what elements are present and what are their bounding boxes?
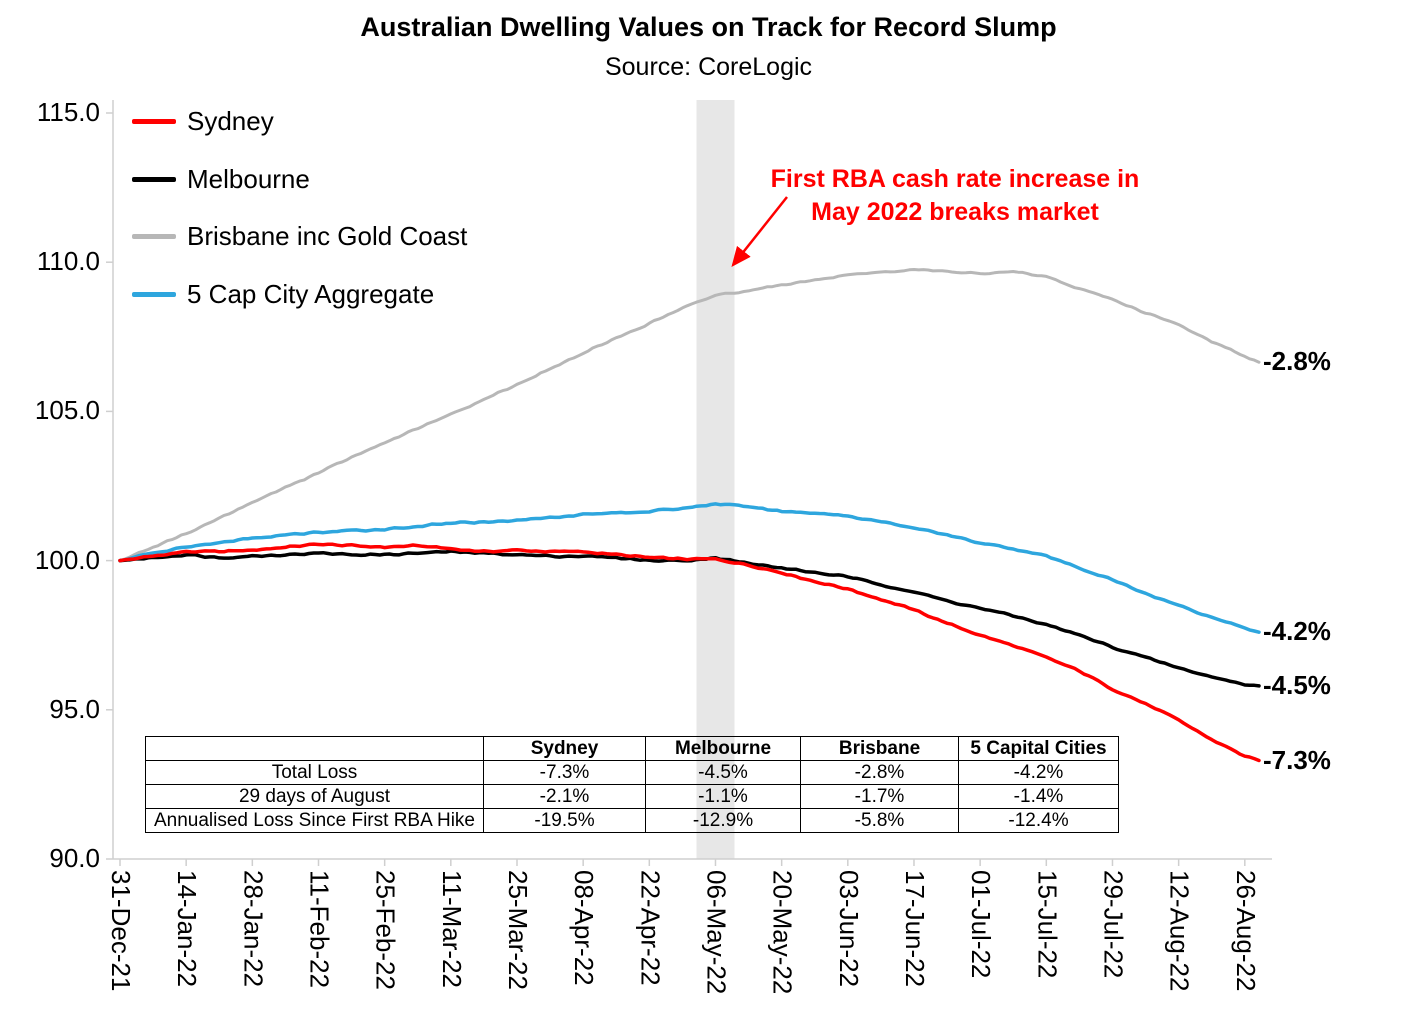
x-axis-label: 17-Jun-22 [899, 870, 930, 988]
legend-item-5-cap-city-aggregate: 5 Cap City Aggregate [132, 279, 434, 310]
x-axis-label: 25-Feb-22 [370, 870, 401, 990]
table-cell: -12.9% [645, 808, 801, 833]
series-line-brisbane-inc-gold-coast [118, 268, 1261, 563]
table-header-cell [145, 736, 484, 761]
x-axis-label: 31-Dec-21 [106, 870, 136, 992]
y-axis-label: 115.0 [36, 97, 100, 127]
annotation-text: First RBA cash rate increase in May 2022 … [752, 163, 1158, 229]
table-row-label: 29 days of August [145, 784, 484, 809]
rba-hike-band [696, 100, 735, 859]
x-axis-label: 08-Apr-22 [569, 870, 600, 986]
y-axis-label: 110.0 [36, 246, 100, 277]
end-label-sydney: -7.3% [1263, 744, 1331, 775]
series-line-5-cap-city-aggregate [118, 502, 1261, 634]
legend-label: Melbourne [187, 163, 310, 194]
table-row: 29 days of August -2.1% -1.1% -1.7% -1.4% [145, 784, 1119, 809]
chart-subtitle: Source: CoreLogic [604, 53, 813, 81]
table-cell: -4.2% [958, 760, 1119, 785]
table-cell: -2.8% [800, 760, 959, 785]
table-row: Total Loss -7.3% -4.5% -2.8% -4.2% [145, 760, 1119, 785]
table-cell: -19.5% [483, 808, 646, 833]
x-axis-label: 28-Jan-22 [238, 870, 269, 988]
x-axis-label: 15-Jul-22 [1032, 870, 1063, 979]
table-row-label: Total Loss [145, 760, 484, 785]
table-cell: -1.1% [645, 784, 801, 809]
table-row: Annualised Loss Since First RBA Hike -19.… [145, 808, 1119, 833]
series-line-sydney [118, 542, 1261, 763]
table-header-cell: Melbourne [645, 736, 801, 761]
x-axis-label: 06-May-22 [701, 870, 732, 995]
annotation-line: May 2022 breaks market [811, 198, 1099, 226]
table-cell: -5.8% [800, 808, 959, 833]
legend-swatch [132, 291, 176, 297]
x-axis-label: 12-Aug-22 [1164, 870, 1195, 992]
legend-swatch [132, 176, 176, 182]
legend-swatch [132, 119, 176, 124]
end-label-brisbane-inc-gold-coast: -2.8% [1263, 346, 1331, 377]
table-cell: -4.5% [645, 760, 801, 785]
legend-swatch [132, 234, 176, 239]
table-cell: -7.3% [483, 760, 646, 785]
table-header-cell: Brisbane [800, 736, 959, 761]
y-axis-label: 90.0 [49, 843, 100, 873]
table-cell: -1.4% [958, 784, 1119, 809]
y-axis-label: 100.0 [34, 544, 100, 575]
x-axis-label: 29-Jul-22 [1098, 870, 1129, 979]
chart-title: Australian Dwelling Values on Track for … [360, 12, 1057, 42]
legend-label: Sydney [187, 106, 274, 136]
legend-item-melbourne: Melbourne [132, 164, 310, 195]
x-axis-label: 25-Mar-22 [502, 870, 533, 990]
end-label-melbourne: -4.5% [1263, 669, 1331, 700]
legend-label: Brisbane inc Gold Coast [187, 221, 468, 251]
table-header-cell: 5 Capital Cities [958, 736, 1119, 761]
x-axis-label: 01-Jul-22 [966, 870, 997, 979]
table-header-cell: Sydney [483, 736, 646, 761]
x-axis-label: 14-Jan-22 [172, 870, 203, 988]
annotation-arrow [731, 196, 788, 267]
table-cell: -2.1% [483, 784, 646, 809]
x-axis-label: 22-Apr-22 [635, 870, 666, 986]
y-axis-label: 95.0 [49, 693, 100, 724]
x-axis-label: 20-May-22 [767, 870, 798, 995]
x-axis-label: 11-Mar-22 [436, 870, 467, 989]
x-axis-label: 03-Jun-22 [833, 870, 864, 988]
x-axis-label: 11-Feb-22 [304, 870, 335, 989]
annotation-line: First RBA cash rate increase in [770, 165, 1140, 193]
legend-item-brisbane-inc-gold-coast: Brisbane inc Gold Coast [132, 221, 467, 252]
legend-label: 5 Cap City Aggregate [187, 278, 435, 309]
table-cell: -12.4% [958, 808, 1119, 833]
table-cell: -1.7% [800, 784, 959, 809]
y-axis-label: 105.0 [34, 395, 100, 426]
legend-item-sydney: Sydney [132, 106, 274, 137]
summary-table: Sydney Melbourne Brisbane 5 Capital Cities T… [145, 736, 1119, 833]
end-label-5-cap-city-aggregate: -4.2% [1263, 616, 1331, 647]
table-row-label: Annualised Loss Since First RBA Hike [145, 808, 484, 833]
x-axis-label: 26-Aug-22 [1230, 870, 1261, 992]
